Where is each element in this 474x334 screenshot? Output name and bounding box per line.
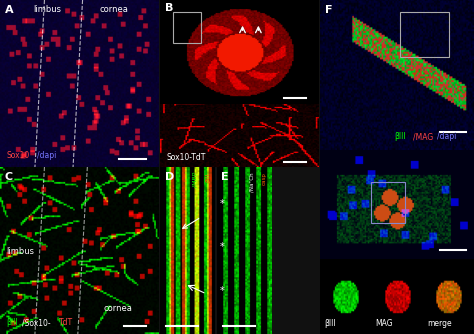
Text: cornea: cornea <box>100 5 129 14</box>
Bar <box>173 12 201 43</box>
Text: A: A <box>5 5 13 15</box>
Text: *: * <box>220 199 225 209</box>
Text: merge: merge <box>427 319 452 328</box>
Text: /MAG: /MAG <box>412 132 433 141</box>
Text: Sox10: Sox10 <box>6 151 29 160</box>
Text: /dapi: /dapi <box>437 132 456 141</box>
Text: /Na⁺Ch: /Na⁺Ch <box>250 172 255 192</box>
Text: C: C <box>5 172 13 182</box>
Text: E: E <box>221 172 229 182</box>
Text: /MBP: /MBP <box>193 172 198 187</box>
Text: limbus: limbus <box>34 5 62 14</box>
Text: βIII: βIII <box>205 172 210 182</box>
Text: D: D <box>164 172 174 182</box>
Text: /dapi: /dapi <box>36 151 56 160</box>
Text: limbus: limbus <box>6 247 34 256</box>
Text: casp: casp <box>262 172 267 185</box>
Text: B: B <box>165 3 173 13</box>
Text: βIII: βIII <box>394 132 406 141</box>
Text: cornea: cornea <box>103 304 132 313</box>
Text: *: * <box>220 242 225 252</box>
Text: TdT: TdT <box>59 318 73 327</box>
Bar <box>371 182 405 223</box>
Text: βIII: βIII <box>325 319 336 328</box>
Bar <box>400 12 449 57</box>
Text: Sox10-TdT: Sox10-TdT <box>166 153 206 162</box>
Text: /Sox10-: /Sox10- <box>22 318 51 327</box>
Text: βIII: βIII <box>6 318 18 327</box>
Text: MAG: MAG <box>376 319 393 328</box>
Text: F: F <box>325 4 333 14</box>
Text: *: * <box>220 286 225 296</box>
